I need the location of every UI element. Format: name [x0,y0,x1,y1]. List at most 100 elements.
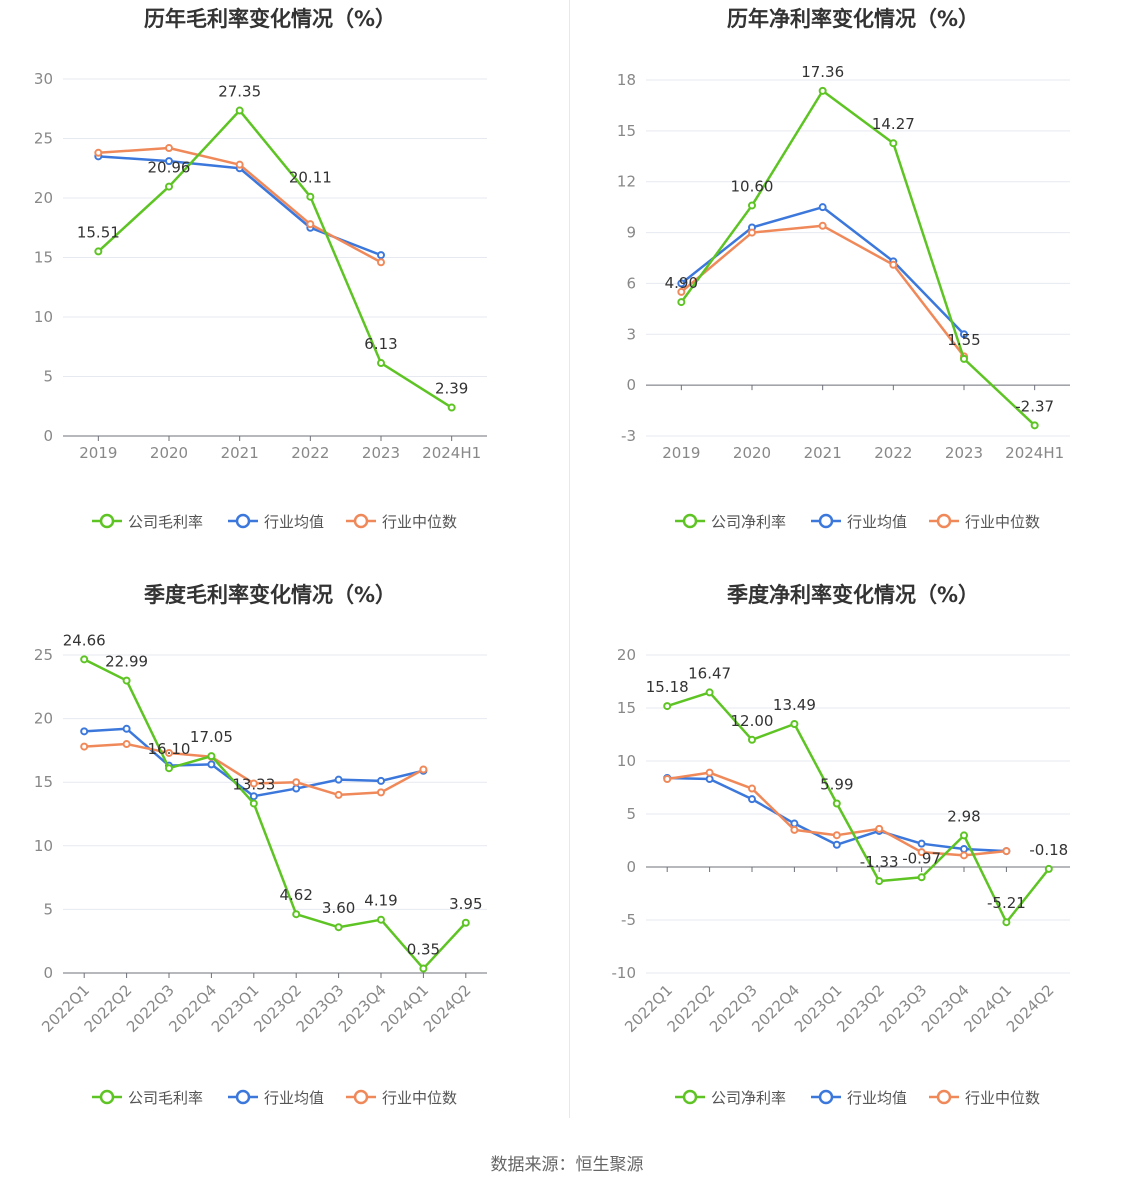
y-tick-label: 20 [34,189,53,207]
data-point-company [165,764,173,773]
data-point-company [94,247,103,256]
series-line-company [83,658,467,970]
y-tick-label: 6 [626,274,636,292]
data-label: 15.18 [646,678,689,696]
data-point-median [377,258,385,267]
legend-swatch-marker [818,1089,834,1105]
y-tick-label: 20 [34,710,53,728]
y-tick-label: 15 [617,122,636,140]
legend-swatch-marker [936,1089,952,1105]
data-point-median [705,768,714,777]
data-point-company [889,139,898,148]
data-point-company [663,702,672,711]
data-point-company [377,915,385,924]
data-label: 15.51 [77,223,120,241]
x-tick-label: 2019 [662,444,700,462]
y-tick-label: 20 [617,646,636,664]
data-label: 1.55 [947,331,980,349]
data-label: 16.10 [148,740,191,758]
data-label: 20.11 [289,169,332,187]
data-point-company [790,720,799,729]
data-point-company [748,735,756,744]
y-tick-label: 12 [617,173,636,191]
data-point-company [207,752,216,761]
data-point-median [235,160,244,169]
legend-swatch-marker [235,513,251,529]
data-label: 13.33 [232,775,275,793]
legend-label: 公司毛利率 [128,513,203,531]
data-label: 4.90 [665,274,698,292]
chart-title: 历年净利率变化情况（%） [727,7,979,31]
data-label: 4.62 [279,886,312,904]
data-label: 6.13 [364,335,397,353]
y-tick-label: 30 [34,70,53,88]
legend-label: 行业中位数 [382,513,457,531]
data-point-company [960,354,968,363]
data-point-avg [122,724,131,733]
y-tick-label: 10 [617,752,636,770]
data-point-median [249,779,258,788]
x-tick-label: 2020 [733,444,771,462]
data-point-median [419,765,428,774]
legend-label: 公司净利率 [711,1089,786,1107]
data-point-company [235,106,244,115]
data-point-avg [917,839,926,848]
data-point-median [818,221,827,230]
data-point-company [960,831,968,840]
series-line-company [97,109,453,409]
data-point-avg [165,157,173,166]
data-label: 2.98 [947,807,980,825]
data-point-company [917,873,926,882]
panel-divider [569,0,570,1118]
legend-swatch-marker [682,1089,698,1105]
chart-title: 季度净利率变化情况（%） [727,583,979,607]
y-tick-label: 0 [626,376,636,394]
data-point-median [165,748,173,757]
y-tick-label: 5 [43,900,53,918]
data-point-company [334,923,343,932]
data-point-company [447,403,456,412]
annual-net-margin-chart: 历年净利率变化情况（%） -3 0 3 6 9 12 15 18 2019 2020 2021 2022… [583,0,1134,570]
data-point-company [832,799,841,808]
y-tick-label: 25 [34,130,53,148]
data-label: 22.99 [105,653,148,671]
legend-swatch-marker [235,1089,251,1105]
data-point-median [790,825,799,834]
data-point-avg [377,251,385,260]
legend-swatch-marker [353,513,369,529]
x-tick-label: 2021 [804,444,842,462]
y-tick-label: -10 [612,964,637,982]
data-point-median [94,148,103,157]
chart-svg: 季度净利率变化情况（%）-10-5051015202022Q12022Q2202… [612,583,1070,1107]
data-point-company [249,799,258,808]
data-label: 13.49 [773,696,816,714]
data-point-median [889,260,898,269]
data-label: 12.00 [731,712,774,730]
x-tick-label: 2019 [79,444,117,462]
data-point-company [1044,864,1053,873]
data-label: 20.96 [148,159,191,177]
legend-swatch-marker [818,513,834,529]
y-tick-label: 18 [617,71,636,89]
data-point-avg [818,203,827,212]
data-point-company [377,359,385,368]
data-label: 3.95 [449,895,482,913]
y-tick-label: 5 [626,805,636,823]
data-label: -5.21 [987,894,1026,912]
chart-svg: 季度毛利率变化情况（%）05101520252022Q12022Q22022Q3… [34,583,487,1107]
data-point-avg [790,819,799,828]
data-point-company [875,877,884,886]
legend-label: 行业均值 [264,1089,324,1107]
data-point-company [461,918,470,927]
data-point-company [165,182,173,191]
x-tick-label: 2024Q2 [420,981,475,1036]
x-tick-label: 2024H1 [422,444,481,462]
legend-label: 公司毛利率 [128,1089,203,1107]
data-label: 10.60 [731,177,774,195]
legend-swatch-marker [936,513,952,529]
y-tick-label: 15 [617,699,636,717]
chart-svg: 历年净利率变化情况（%） -3 0 3 6 9 12 15 18 2019 2020 2021 2022… [617,7,1070,531]
data-label: 0.35 [407,941,440,959]
data-point-median [832,831,841,840]
x-tick-label: 2022 [874,444,912,462]
